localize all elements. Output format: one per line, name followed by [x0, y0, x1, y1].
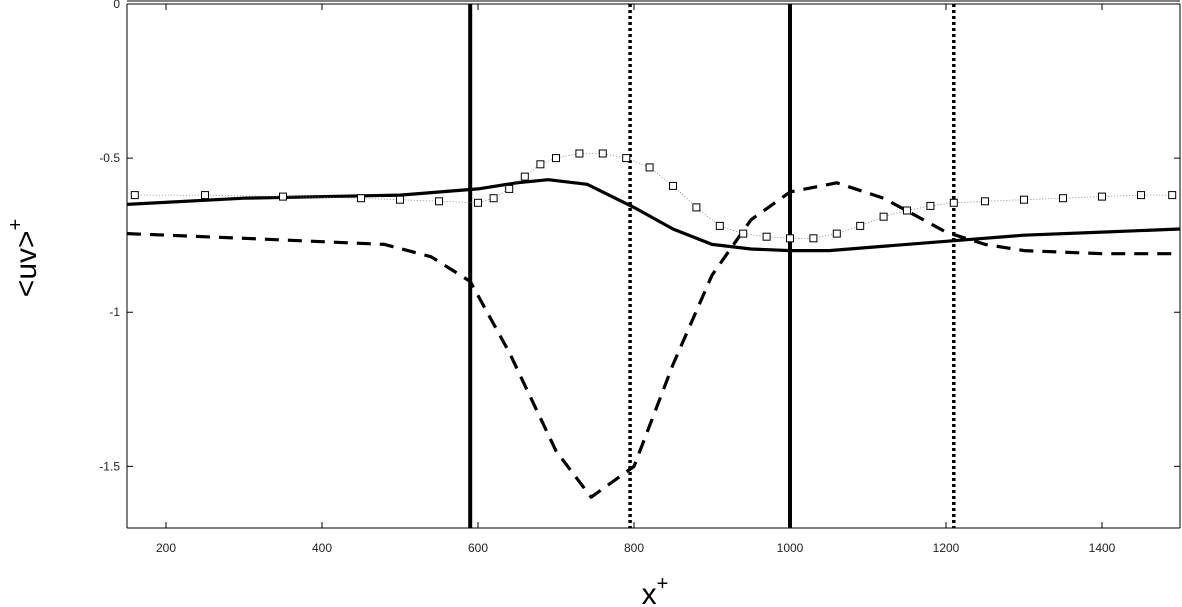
y-tick-label: -0.5 [99, 151, 120, 165]
x-tick-label: 400 [312, 541, 332, 555]
square-marker [903, 206, 911, 215]
solid-series-line [127, 178, 1180, 253]
square-marker [536, 160, 545, 169]
square-marker [1168, 191, 1177, 200]
data-series [127, 149, 1180, 499]
square-marker [1137, 191, 1145, 200]
square-marker [435, 197, 443, 206]
dashed-series-line [127, 181, 1180, 499]
square-marker [809, 234, 818, 243]
square-marker [505, 184, 514, 193]
x-tick-label: 1400 [1089, 541, 1116, 555]
square-marker [489, 194, 498, 203]
square-marker [879, 212, 888, 221]
square-marker [832, 229, 841, 238]
x-tick-label: 200 [156, 541, 176, 555]
square-marker [1020, 195, 1028, 204]
square-marker [762, 232, 771, 241]
x-axis-label-superscript: + [657, 573, 669, 595]
square-marker [622, 154, 631, 163]
square-marker [739, 229, 748, 238]
square-marker [520, 172, 529, 181]
y-tick-label: -1.5 [99, 459, 120, 473]
square-marker [786, 234, 794, 243]
square-marker [856, 221, 865, 230]
x-tick-label: 1200 [933, 541, 960, 555]
square-marker [1059, 194, 1067, 203]
y-axis-title: <uv>+ [5, 219, 43, 297]
square-marker [357, 194, 365, 203]
axes [126, 0, 1181, 529]
square-marker [201, 191, 209, 200]
square-marker-series-line [134, 153, 1173, 239]
square-marker [692, 203, 701, 212]
ticks: 200 400 600 800 1000 1200 1400 0 -0.5 -1 -1.5 [99, 0, 1180, 555]
square-marker [552, 154, 560, 163]
square-marker [130, 191, 139, 200]
x-tick-label: 600 [468, 541, 488, 555]
square-marker [396, 195, 404, 204]
square-marker [645, 163, 654, 172]
x-axis-label: x [642, 578, 657, 607]
x-axis-title: x+ [642, 573, 669, 607]
square-marker [715, 221, 724, 230]
y-axis-label-superscript: + [5, 219, 27, 231]
y-tick-label: 0 [113, 0, 120, 11]
square-marker [279, 192, 287, 201]
square-marker [598, 149, 607, 158]
square-marker [575, 149, 584, 158]
x-tick-label: 800 [624, 541, 644, 555]
square-marker [669, 181, 677, 190]
square-marker [1098, 192, 1106, 201]
x-tick-label: 1000 [777, 541, 804, 555]
square-marker [949, 198, 958, 207]
square-marker [926, 201, 935, 210]
vertical-reference-lines [468, 4, 956, 528]
y-axis-label: <uv> [10, 230, 43, 297]
y-tick-label: -1 [109, 305, 120, 319]
square-marker [474, 198, 482, 207]
square-marker [981, 197, 989, 206]
